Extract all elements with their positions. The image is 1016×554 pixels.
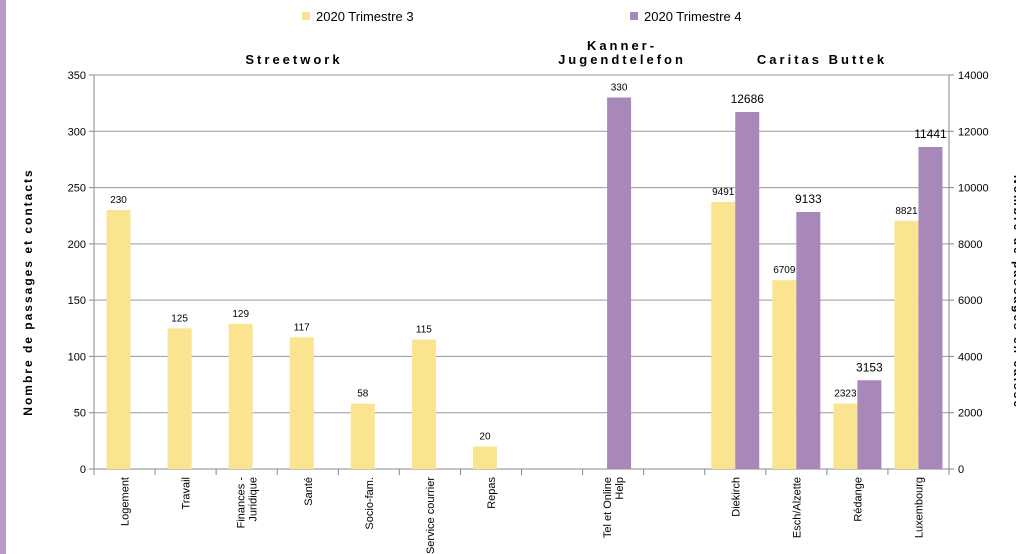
value-label-q3-6: 115: [416, 325, 432, 336]
category-label-1: Logement: [120, 477, 132, 526]
value-label-q3-7: 20: [479, 431, 491, 442]
value-label-q3-13: 2323: [834, 389, 857, 400]
right-tick-label: 2000: [958, 408, 982, 420]
bar-q4-13: [857, 380, 882, 469]
category-label-9-line-1: Tel et Online: [602, 477, 614, 538]
bar-q4-14: [918, 147, 943, 469]
value-label-q4-13: 3153: [856, 360, 883, 374]
group-label-1: Streetwork: [245, 52, 342, 67]
left-tick-label: 50: [74, 408, 86, 420]
value-label-q4-14: 11441: [914, 127, 947, 141]
value-label-q3-3: 129: [232, 309, 249, 320]
right-tick-label: 4000: [958, 351, 982, 363]
category-label-12: Esch/Alzette: [791, 477, 803, 538]
right-tick-label: 12000: [958, 126, 989, 138]
bar-q3-3: [228, 323, 253, 469]
value-label-q4-12: 9133: [795, 192, 822, 206]
left-axis-title: Nombre de passages et contacts: [21, 168, 35, 415]
left-tick-label: 300: [68, 126, 86, 138]
bar-q3-14: [894, 220, 919, 469]
bar-q3-1: [106, 210, 131, 470]
category-label-2: Travail: [181, 477, 193, 510]
category-label-3-line-1: Finances -: [236, 477, 248, 529]
right-tick-label: 0: [958, 464, 964, 476]
right-axis-title: Nombre de passages en caisse: [1011, 175, 1016, 409]
category-label-6: Service courrier: [425, 477, 437, 554]
category-label-9-line-2: Help: [614, 477, 626, 500]
category-label-11: Diekirch: [730, 477, 742, 517]
legend-label-1: 2020 Trimestre 3: [316, 9, 414, 24]
category-label-5: Socio-fam.: [364, 477, 376, 530]
right-tick-label: 6000: [958, 295, 982, 307]
value-label-q3-12: 6709: [773, 265, 796, 276]
group-label-2-line-2: Jugendtelefon: [558, 52, 686, 67]
category-label-3-line-2: Juridique: [248, 477, 260, 522]
bar-q3-11: [711, 201, 736, 469]
category-label-13: Rédange: [852, 477, 864, 522]
bar-q3-4: [289, 337, 314, 469]
legend-swatch-1: [302, 12, 310, 20]
group-label-3: Caritas Buttek: [757, 52, 887, 67]
bar-q3-7: [472, 446, 497, 469]
bar-q3-5: [350, 403, 375, 469]
right-tick-label: 14000: [958, 70, 989, 82]
right-tick-label: 8000: [958, 239, 982, 251]
group-label-2-line-1: Kanner-: [587, 38, 657, 53]
left-tick-label: 0: [80, 464, 86, 476]
category-label-14: Luxembourg: [913, 477, 925, 538]
left-tick-label: 150: [68, 295, 86, 307]
left-tick-label: 350: [68, 70, 86, 82]
legend-swatch-2: [630, 12, 638, 20]
value-label-q3-5: 58: [357, 389, 369, 400]
bar-q4-12: [796, 211, 821, 469]
bar-q4-11: [735, 111, 760, 470]
value-label-q3-11: 9491: [712, 187, 735, 198]
legend-label-2: 2020 Trimestre 4: [644, 9, 742, 24]
bar-q3-6: [411, 339, 436, 469]
bar-q3-12: [772, 280, 797, 469]
category-label-7: Repas: [486, 477, 498, 509]
value-label-q3-2: 125: [171, 313, 188, 324]
value-label-q3-14: 8821: [895, 206, 918, 217]
bar-q3-2: [167, 328, 192, 469]
left-tick-label: 250: [68, 183, 86, 195]
right-tick-label: 10000: [958, 183, 989, 195]
value-label-q4-11: 12686: [731, 92, 765, 106]
value-label-q3-4: 117: [294, 322, 310, 333]
left-tick-label: 100: [68, 351, 86, 363]
bar-q3-13: [833, 403, 858, 469]
value-label-q4-9: 330: [611, 83, 628, 94]
bar-chart: 2020 Trimestre 3 2020 Trimestre 4 Streetwo…: [21, 9, 1016, 554]
bar-q4-9: [607, 97, 632, 469]
value-label-q3-1: 230: [110, 195, 127, 206]
left-tick-label: 200: [68, 239, 86, 251]
category-label-4: Santé: [303, 477, 315, 506]
